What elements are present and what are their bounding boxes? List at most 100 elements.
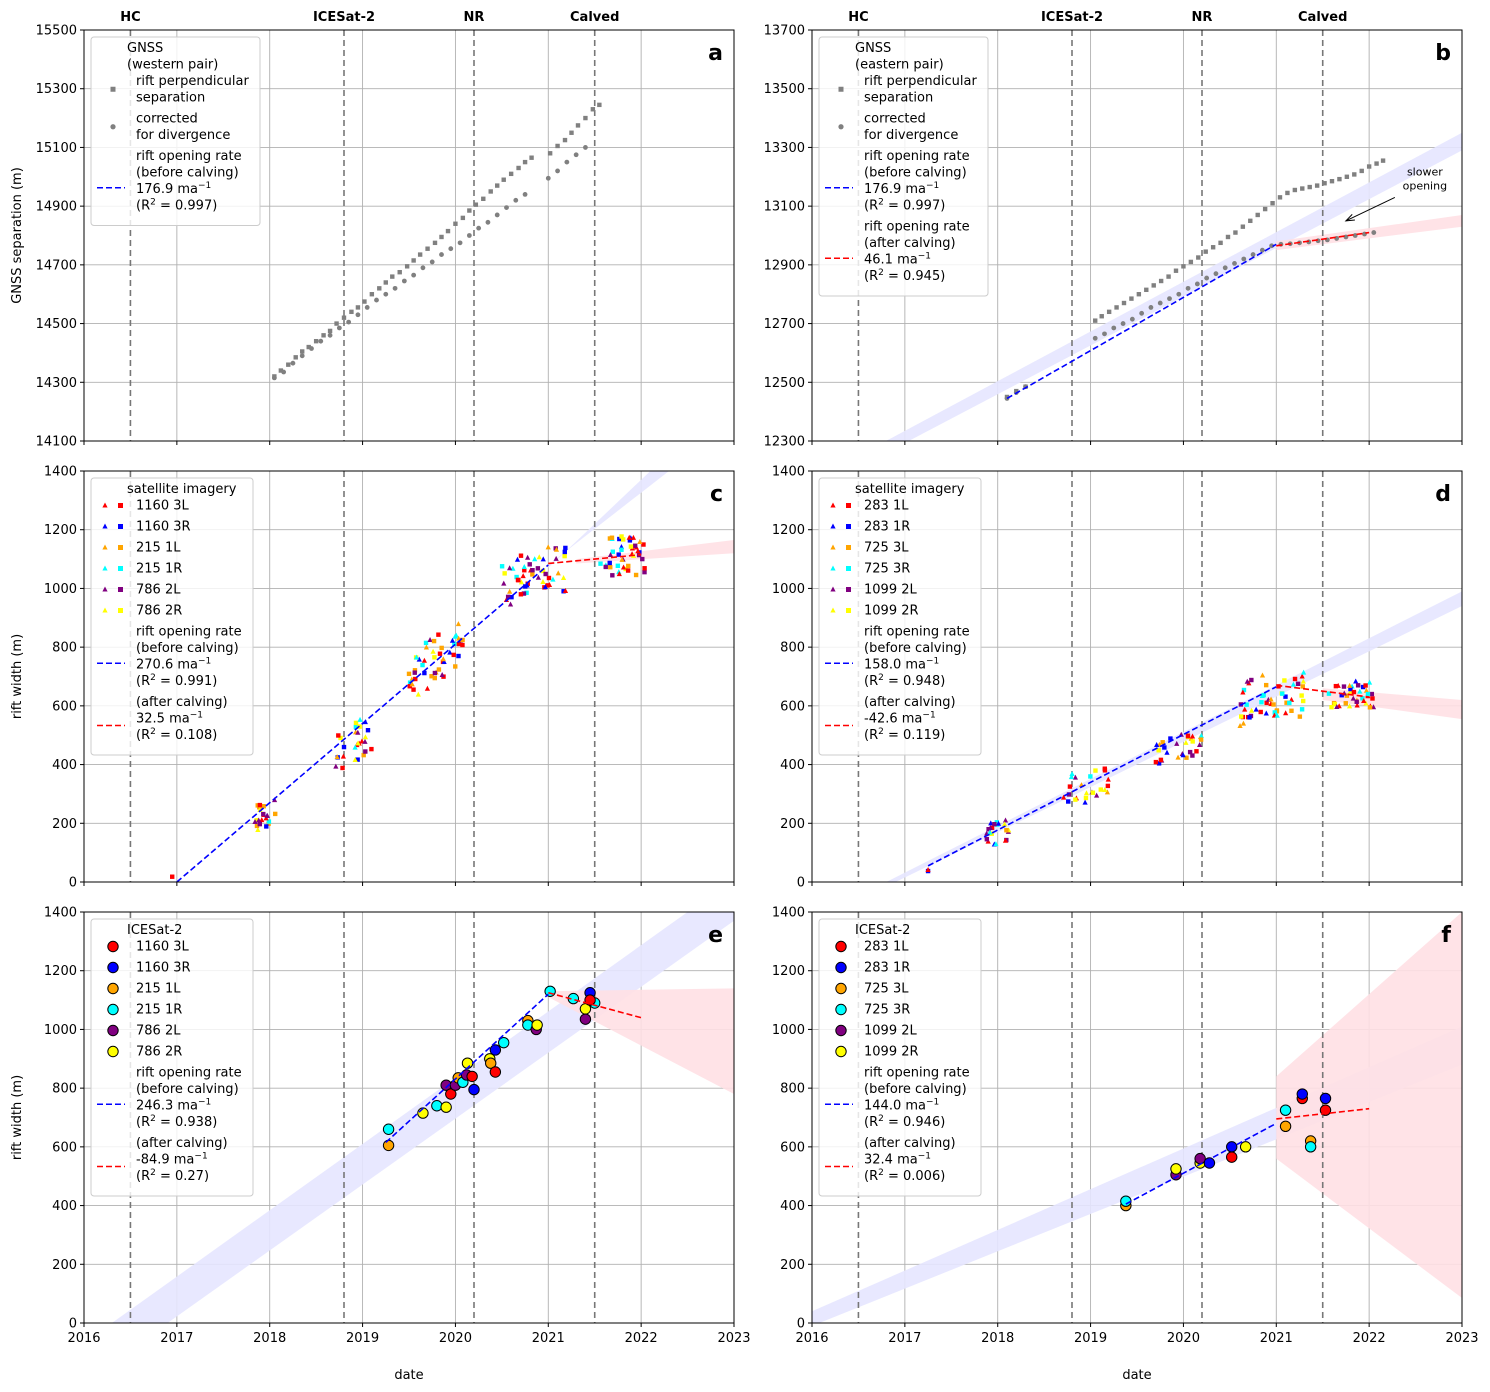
gnss-separation-point bbox=[488, 189, 493, 194]
gnss-corrected-point bbox=[383, 291, 389, 297]
gnss-separation-point bbox=[1121, 300, 1127, 306]
legend-title: GNSS bbox=[127, 41, 163, 56]
legend-marker bbox=[110, 86, 116, 92]
fit-line-before-calving bbox=[927, 686, 1277, 867]
y-tick-label: 600 bbox=[52, 1140, 77, 1155]
legend-d: satellite imagery 283 1L 283 1R 725 3L 7… bbox=[818, 477, 982, 756]
imagery-point bbox=[333, 763, 339, 769]
legend-marker bbox=[102, 523, 108, 529]
gnss-separation-point bbox=[1307, 184, 1312, 190]
gnss-corrected-point bbox=[476, 225, 482, 231]
imagery-point bbox=[642, 569, 647, 575]
gnss-separation-point bbox=[1188, 259, 1194, 265]
imagery-point bbox=[1271, 702, 1276, 707]
imagery-point bbox=[540, 578, 546, 584]
imagery-point bbox=[449, 637, 456, 643]
y-tick-label: 15100 bbox=[36, 141, 77, 156]
legend-label: (R2 = 0.946) bbox=[864, 1114, 945, 1130]
legend-label: (R2 = 0.108) bbox=[136, 727, 217, 743]
x-tick-label: 2023 bbox=[717, 1331, 750, 1346]
gnss-separation-point bbox=[362, 299, 367, 304]
icesat-point bbox=[1239, 1141, 1252, 1153]
legend-label: 283 1L bbox=[864, 499, 909, 514]
gnss-corrected-point bbox=[1259, 247, 1265, 253]
y-axis-label: rift width (m) bbox=[10, 634, 25, 719]
imagery-point bbox=[610, 573, 615, 578]
gnss-separation-point bbox=[1262, 206, 1268, 212]
imagery-point bbox=[1004, 828, 1009, 833]
imagery-point bbox=[1354, 699, 1359, 704]
imagery-point bbox=[1284, 700, 1289, 705]
imagery-point bbox=[424, 685, 431, 691]
legend-marker bbox=[830, 523, 836, 529]
legend-marker bbox=[835, 1003, 847, 1016]
gnss-separation-point bbox=[495, 183, 500, 188]
y-tick-label: 400 bbox=[780, 1199, 805, 1214]
imagery-point bbox=[263, 815, 269, 821]
gnss-separation-point bbox=[439, 234, 444, 240]
y-tick-label: 13100 bbox=[764, 200, 805, 215]
gnss-separation-point bbox=[453, 221, 458, 226]
icesat-point bbox=[468, 1083, 480, 1096]
imagery-point bbox=[1240, 689, 1246, 695]
gnss-separation-point bbox=[1344, 174, 1350, 179]
imagery-point bbox=[532, 556, 538, 562]
legend-label: 786 2L bbox=[136, 1024, 181, 1039]
legend-marker bbox=[102, 586, 108, 592]
event-label: ICESat-2 bbox=[1041, 10, 1103, 25]
panel-letter: b bbox=[1435, 41, 1451, 66]
y-tick-label: 800 bbox=[52, 1082, 77, 1097]
event-label: HC bbox=[120, 10, 140, 25]
gnss-separation-point bbox=[1277, 195, 1283, 200]
gnss-corrected-point bbox=[522, 192, 528, 197]
legend-marker bbox=[830, 607, 836, 613]
imagery-point bbox=[1299, 693, 1304, 698]
gnss-separation-point bbox=[1144, 287, 1149, 293]
y-tick-label: 0 bbox=[797, 876, 805, 891]
icesat-point bbox=[1304, 1141, 1317, 1153]
y-tick-label: 800 bbox=[780, 641, 805, 656]
imagery-point bbox=[535, 574, 541, 580]
imagery-point bbox=[1297, 714, 1303, 719]
panel-letter: e bbox=[708, 923, 723, 948]
imagery-point bbox=[1102, 768, 1108, 773]
imagery-point bbox=[616, 571, 622, 577]
gnss-corrected-point bbox=[429, 259, 435, 265]
gnss-separation-point bbox=[1380, 158, 1386, 163]
legend-box bbox=[818, 918, 982, 1197]
gnss-separation-point bbox=[1359, 168, 1364, 174]
imagery-point bbox=[1361, 697, 1367, 703]
imagery-point bbox=[1329, 704, 1334, 710]
y-tick-label: 1000 bbox=[772, 582, 805, 597]
imagery-point bbox=[1248, 707, 1255, 713]
gnss-corrected-point bbox=[1129, 316, 1135, 322]
gnss-corrected-point bbox=[1157, 300, 1163, 306]
imagery-point bbox=[521, 591, 527, 596]
fit-line-after-calving bbox=[548, 553, 642, 565]
imagery-point bbox=[1348, 686, 1353, 692]
imagery-point bbox=[1175, 754, 1181, 760]
imagery-point bbox=[273, 811, 278, 817]
x-tick-label: 2021 bbox=[1260, 1331, 1293, 1346]
gnss-separation-point bbox=[1292, 187, 1298, 193]
imagery-point bbox=[415, 691, 421, 697]
icesat-point bbox=[1319, 1092, 1332, 1105]
imagery-point bbox=[1351, 689, 1357, 695]
legend-title: ICESat-2 bbox=[127, 923, 182, 938]
gnss-corrected-point bbox=[1232, 260, 1237, 266]
gnss-separation-point bbox=[411, 258, 416, 263]
imagery-point bbox=[617, 536, 622, 542]
y-tick-label: 15500 bbox=[36, 24, 77, 39]
gnss-corrected-point bbox=[439, 252, 444, 257]
legend-marker bbox=[846, 545, 851, 550]
x-tick-label: 2017 bbox=[888, 1331, 921, 1346]
y-tick-label: 0 bbox=[69, 1317, 77, 1332]
legend-marker bbox=[107, 1024, 119, 1037]
imagery-point bbox=[432, 670, 438, 676]
gnss-separation-point bbox=[445, 228, 451, 234]
plot-area-d bbox=[857, 471, 1462, 882]
legend-label: (before calving) bbox=[136, 1082, 239, 1097]
gnss-separation-point bbox=[286, 362, 291, 367]
x-tick-label: 2020 bbox=[1167, 1331, 1200, 1346]
imagery-point bbox=[608, 564, 613, 570]
